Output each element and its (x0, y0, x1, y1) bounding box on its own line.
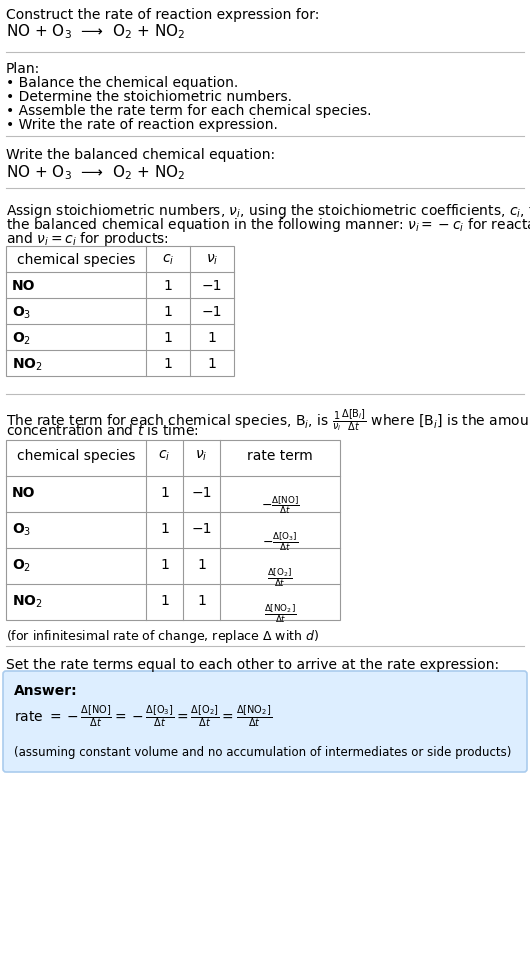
Bar (6, 246, 234, 376)
Text: NO + O$_3$  ⟶  O$_2$ + NO$_2$: NO + O$_3$ ⟶ O$_2$ + NO$_2$ (6, 22, 186, 41)
Text: 1: 1 (164, 305, 172, 319)
Text: • Balance the chemical equation.: • Balance the chemical equation. (6, 76, 238, 90)
Text: chemical species: chemical species (17, 449, 135, 463)
Text: • Write the rate of reaction expression.: • Write the rate of reaction expression. (6, 118, 278, 132)
Text: Assign stoichiometric numbers, $\nu_i$, using the stoichiometric coefficients, $: Assign stoichiometric numbers, $\nu_i$, … (6, 202, 530, 220)
Text: 1: 1 (160, 594, 169, 608)
FancyBboxPatch shape (3, 671, 527, 772)
Text: • Assemble the rate term for each chemical species.: • Assemble the rate term for each chemic… (6, 104, 372, 118)
Text: NO: NO (12, 486, 36, 500)
Text: Construct the rate of reaction expression for:: Construct the rate of reaction expressio… (6, 8, 320, 22)
Text: 1: 1 (197, 558, 206, 572)
Text: $c_i$: $c_i$ (162, 253, 174, 267)
Text: • Determine the stoichiometric numbers.: • Determine the stoichiometric numbers. (6, 90, 292, 104)
Text: Write the balanced chemical equation:: Write the balanced chemical equation: (6, 148, 275, 162)
Bar (6, 440, 340, 620)
Text: 1: 1 (164, 357, 172, 371)
Text: concentration and $t$ is time:: concentration and $t$ is time: (6, 423, 199, 438)
Text: Answer:: Answer: (14, 684, 77, 698)
Text: $\frac{\Delta[\mathrm{O_2}]}{\Delta t}$: $\frac{\Delta[\mathrm{O_2}]}{\Delta t}$ (267, 566, 293, 589)
Text: $\nu_i$: $\nu_i$ (195, 449, 208, 464)
Text: 1: 1 (160, 486, 169, 500)
Text: $\nu_i$: $\nu_i$ (206, 253, 218, 267)
Text: The rate term for each chemical species, B$_i$, is $\frac{1}{\nu_i}\frac{\Delta[: The rate term for each chemical species,… (6, 408, 530, 434)
Text: (for infinitesimal rate of change, replace Δ with $d$): (for infinitesimal rate of change, repla… (6, 628, 319, 645)
Text: 1: 1 (160, 522, 169, 536)
Text: −1: −1 (202, 279, 222, 293)
Text: $-\frac{\Delta[\mathrm{NO}]}{\Delta t}$: $-\frac{\Delta[\mathrm{NO}]}{\Delta t}$ (261, 494, 299, 516)
Text: O$_3$: O$_3$ (12, 522, 31, 539)
Text: 1: 1 (164, 279, 172, 293)
Text: 1: 1 (160, 558, 169, 572)
Text: NO$_2$: NO$_2$ (12, 357, 43, 374)
Text: −1: −1 (202, 305, 222, 319)
Text: rate term: rate term (247, 449, 313, 463)
Text: Set the rate terms equal to each other to arrive at the rate expression:: Set the rate terms equal to each other t… (6, 658, 499, 672)
Text: and $\nu_i = c_i$ for products:: and $\nu_i = c_i$ for products: (6, 230, 169, 248)
Text: $-\frac{\Delta[\mathrm{O_3}]}{\Delta t}$: $-\frac{\Delta[\mathrm{O_3}]}{\Delta t}$ (262, 530, 298, 552)
Text: O$_3$: O$_3$ (12, 305, 31, 321)
Text: NO$_2$: NO$_2$ (12, 594, 43, 610)
Text: Plan:: Plan: (6, 62, 40, 76)
Text: $\frac{\Delta[\mathrm{NO_2}]}{\Delta t}$: $\frac{\Delta[\mathrm{NO_2}]}{\Delta t}$ (264, 602, 296, 625)
Text: chemical species: chemical species (17, 253, 135, 267)
Text: 1: 1 (197, 594, 206, 608)
Text: 1: 1 (208, 331, 216, 345)
Text: O$_2$: O$_2$ (12, 558, 31, 575)
Text: 1: 1 (208, 357, 216, 371)
Text: −1: −1 (191, 486, 212, 500)
Text: O$_2$: O$_2$ (12, 331, 31, 347)
Text: rate $= -\frac{\Delta[\mathrm{NO}]}{\Delta t} = -\frac{\Delta[\mathrm{O_3}]}{\De: rate $= -\frac{\Delta[\mathrm{NO}]}{\Del… (14, 703, 272, 729)
Text: −1: −1 (191, 522, 212, 536)
Text: $c_i$: $c_i$ (158, 449, 171, 464)
Text: the balanced chemical equation in the following manner: $\nu_i = -c_i$ for react: the balanced chemical equation in the fo… (6, 216, 530, 234)
Text: NO: NO (12, 279, 36, 293)
Text: NO + O$_3$  ⟶  O$_2$ + NO$_2$: NO + O$_3$ ⟶ O$_2$ + NO$_2$ (6, 163, 186, 182)
Text: (assuming constant volume and no accumulation of intermediates or side products): (assuming constant volume and no accumul… (14, 746, 511, 759)
Text: 1: 1 (164, 331, 172, 345)
